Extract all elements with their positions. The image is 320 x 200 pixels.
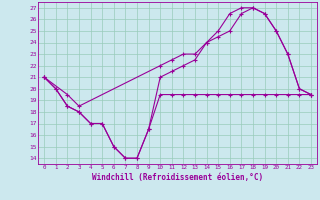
X-axis label: Windchill (Refroidissement éolien,°C): Windchill (Refroidissement éolien,°C) bbox=[92, 173, 263, 182]
